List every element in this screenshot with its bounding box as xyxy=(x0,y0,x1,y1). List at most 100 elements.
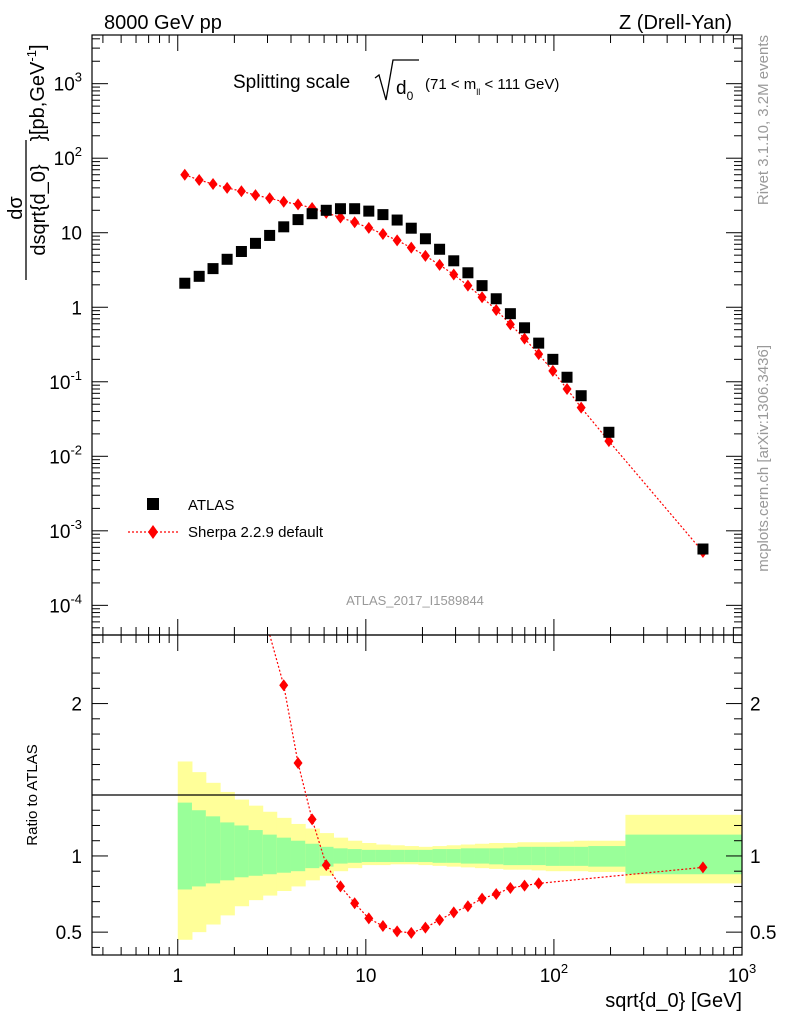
data-point xyxy=(292,214,304,226)
ratio-band-inner xyxy=(347,849,363,863)
ratio-band-inner xyxy=(290,840,306,872)
ylabel-brace: } xyxy=(28,134,50,141)
data-point xyxy=(575,390,587,402)
ratio-band-inner xyxy=(390,849,405,863)
data-point xyxy=(278,221,290,233)
ratio-mc-point xyxy=(321,859,331,872)
title-var-sub: 0 xyxy=(407,89,414,103)
data-point xyxy=(334,203,346,215)
ratio-uncertainty-bands xyxy=(177,761,743,940)
ratio-band-inner xyxy=(503,847,518,866)
ratio-band-inner xyxy=(531,846,547,866)
y-tick-label-top: 10 xyxy=(61,224,82,245)
ratio-band-inner xyxy=(574,846,589,866)
ratio-tick-label-left: 1 xyxy=(71,847,82,868)
title-range-close: < 111 GeV) xyxy=(480,76,559,93)
ylabel-unit: [pb,GeV-1] xyxy=(24,44,49,135)
ratio-mc-point xyxy=(698,861,708,874)
y-tick-label-top: 10-3 xyxy=(49,517,82,543)
data-point xyxy=(462,267,474,279)
ratio-mc-point xyxy=(307,813,317,826)
x-tick-label: 10 xyxy=(355,966,376,987)
title-var: d0 xyxy=(396,78,414,103)
mc-point xyxy=(435,258,445,271)
y-tick-label-top: 10-1 xyxy=(49,368,82,394)
data-point xyxy=(306,208,318,220)
top-panel-ticks: 10-4 10-3 10-2 10-1 1 10 102 103 xyxy=(49,35,743,636)
mc-point xyxy=(576,401,586,414)
ylabel-unit-open: [pb,GeV xyxy=(27,61,49,135)
mc-point xyxy=(520,332,530,345)
ratio-band-inner xyxy=(545,846,561,866)
data-point xyxy=(476,280,488,292)
mc-point xyxy=(562,382,572,395)
ratio-band-inner xyxy=(489,848,504,865)
mc-point xyxy=(378,228,388,241)
y-tick-label-top: 1 xyxy=(71,298,82,319)
data-point xyxy=(405,222,417,234)
top-panel-mc-series xyxy=(180,168,708,558)
ratio-mc-point xyxy=(435,913,445,926)
top-panel-data-series xyxy=(179,203,709,555)
y-axis-label-top: dσ dsqrt{d_0} [pb,GeV-1] } xyxy=(5,44,50,280)
mc-point xyxy=(548,364,558,377)
mc-point xyxy=(350,216,360,229)
ratio-tick-label-left: 0.5 xyxy=(56,923,82,944)
header-left: 8000 GeV pp xyxy=(104,12,222,34)
ratio-tick-label-right: 2 xyxy=(750,695,761,716)
ratio-band-inner xyxy=(432,849,448,863)
bottom-panel-frame xyxy=(91,634,743,956)
mc-point xyxy=(335,211,345,224)
ratio-band-inner xyxy=(375,849,391,863)
ratio-band-inner xyxy=(220,822,235,881)
y-tick-label-top: 10-4 xyxy=(49,591,82,617)
data-point xyxy=(533,337,545,349)
data-point xyxy=(519,322,531,334)
data-point xyxy=(363,205,375,217)
ratio-tick-label-right: 0.5 xyxy=(750,923,776,944)
x-tick-label: 1 xyxy=(172,966,183,987)
ratio-mc-point xyxy=(392,925,402,938)
data-point xyxy=(349,203,361,215)
title-var-letter: d xyxy=(396,78,407,99)
mc-point xyxy=(406,241,416,254)
data-point xyxy=(697,543,709,555)
mcplots-label: mcplots.cern.ch [arXiv:1306.3436] xyxy=(755,345,772,572)
ratio-band-inner xyxy=(262,834,278,875)
data-point xyxy=(603,426,615,438)
ratio-mc-point xyxy=(335,880,345,893)
ratio-band-inner xyxy=(361,849,377,863)
y-tick-label-top: 102 xyxy=(54,144,82,170)
data-point xyxy=(391,214,403,226)
data-point xyxy=(235,245,247,257)
ratio-mc-point xyxy=(477,892,487,905)
title-range: (71 < mll < 111 GeV) xyxy=(425,76,559,97)
ylabel-denominator: dsqrt{d_0} xyxy=(28,164,50,256)
title-range-sub: ll xyxy=(476,87,480,97)
y-axis-label-bottom: Ratio to ATLAS xyxy=(24,744,41,845)
x-tick-label: 103 xyxy=(728,961,756,987)
data-point xyxy=(320,204,332,216)
data-point xyxy=(249,237,261,249)
title-range-open: (71 < m xyxy=(425,76,476,93)
ratio-tick-label-left: 2 xyxy=(71,695,82,716)
mc-line xyxy=(184,174,704,553)
data-point xyxy=(434,243,446,255)
mc-point xyxy=(505,318,515,331)
data-point xyxy=(264,229,276,241)
mc-point xyxy=(364,221,374,234)
ratio-mc-point xyxy=(293,757,303,769)
mc-point xyxy=(477,291,487,304)
ratio-mc-point xyxy=(463,900,473,913)
mc-point xyxy=(604,435,614,448)
legend-mc-marker xyxy=(148,525,158,539)
ratio-band-inner xyxy=(446,849,462,863)
ratio-band-inner xyxy=(248,830,264,876)
ratio-band-inner xyxy=(333,848,349,864)
ylabel-numerator: dσ xyxy=(5,196,27,220)
data-point xyxy=(490,293,502,305)
legend-data-label: ATLAS xyxy=(188,497,234,514)
mc-point xyxy=(420,249,430,262)
ratio-mc-point xyxy=(364,912,374,925)
